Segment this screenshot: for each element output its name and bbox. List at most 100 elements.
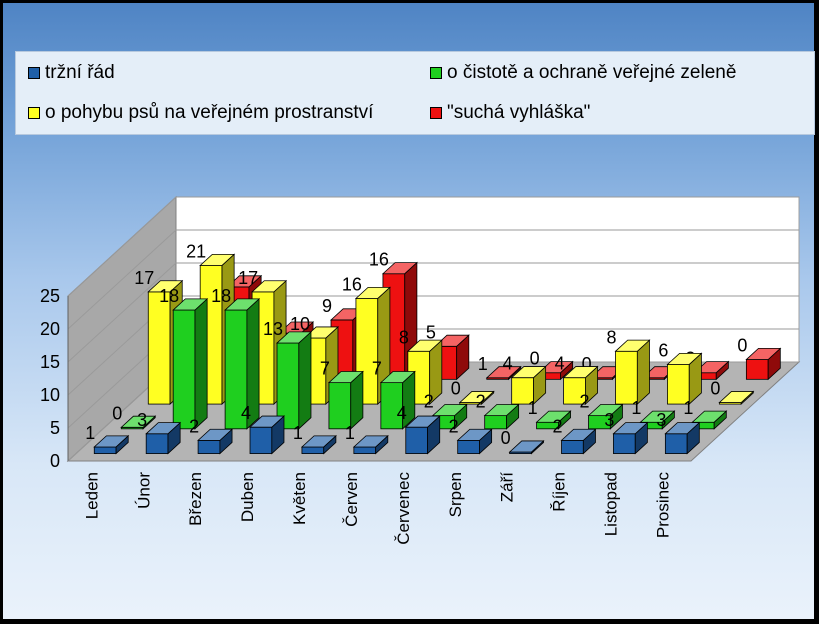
data-label: 2 [424, 392, 434, 412]
y-tick-label: 15 [40, 352, 60, 372]
data-label: 4 [503, 354, 513, 374]
data-label: 9 [322, 296, 332, 316]
bar [613, 433, 636, 454]
data-label: 16 [342, 274, 362, 294]
data-label: 3 [656, 410, 666, 430]
x-category-label: Únor [134, 472, 153, 509]
bar-top [145, 422, 182, 435]
data-label: 7 [372, 359, 382, 379]
bar [328, 382, 352, 430]
bar-top [379, 371, 416, 384]
bar-top [666, 352, 703, 365]
bar-side [298, 330, 312, 430]
bar-top [406, 339, 443, 352]
data-label: 2 [553, 416, 563, 436]
data-label: 0 [451, 379, 461, 399]
x-category-label: Srpen [446, 472, 465, 517]
data-label: 1 [293, 423, 303, 443]
data-label: 4 [397, 403, 407, 423]
data-label: 1 [85, 423, 95, 443]
y-tick-label: 5 [50, 418, 60, 438]
data-label: 6 [658, 340, 668, 360]
data-label: 5 [426, 322, 436, 342]
bar-top [614, 339, 651, 352]
data-label: 17 [134, 268, 154, 288]
bar-top [535, 410, 572, 423]
data-label: 1 [683, 398, 693, 418]
bar-top [483, 404, 520, 417]
x-category-label: Květen [290, 472, 309, 525]
bar-top [248, 415, 286, 428]
data-label: 8 [399, 327, 409, 347]
bar [745, 359, 769, 380]
data-label: 0 [530, 349, 540, 369]
bar-top [508, 440, 545, 453]
bar [301, 446, 325, 454]
bar-top [172, 298, 209, 311]
bar-top [510, 366, 547, 379]
bar [172, 309, 196, 430]
bar [615, 350, 638, 405]
data-label: 2 [580, 392, 590, 412]
data-label: 1 [478, 354, 488, 374]
bar [664, 433, 688, 454]
x-category-label: Červen [342, 472, 361, 527]
bar-top [404, 415, 441, 428]
bar-top [327, 371, 364, 384]
data-label: 18 [159, 286, 179, 306]
legend-label: tržní řád [45, 62, 115, 83]
gridline [67, 196, 799, 297]
bar-top [147, 280, 184, 293]
y-tick-label: 25 [40, 286, 60, 306]
gridline [67, 262, 799, 363]
x-category-label: Leden [82, 472, 101, 519]
bar [145, 433, 169, 454]
gridline [67, 229, 799, 330]
bar-top [226, 275, 263, 288]
bar [93, 446, 117, 454]
bar-top [302, 326, 340, 339]
legend-entry-psi: o pohybu psů na veřejném prostranství [28, 102, 373, 124]
bar-top [93, 435, 130, 448]
bar-top [639, 410, 676, 423]
data-label: 1 [345, 423, 355, 443]
bar [405, 426, 428, 454]
bar-top [120, 415, 157, 428]
bar [249, 426, 273, 454]
x-category-label: Říjen [550, 472, 569, 512]
x-category-label: Březen [186, 472, 205, 526]
bar-top [224, 298, 261, 311]
bar [561, 439, 584, 454]
data-label: 0 [501, 428, 511, 448]
legend-entry-sucha: "suchá vyhláška" [430, 102, 590, 124]
bar-top [197, 428, 234, 441]
bar-top [199, 253, 236, 266]
bar-top [693, 361, 730, 374]
bar-top [718, 391, 755, 403]
bar-top [537, 361, 574, 374]
data-label: 1 [631, 398, 641, 418]
bar-top [433, 334, 470, 347]
data-label: 0 [710, 379, 720, 399]
bar-top [352, 435, 389, 448]
bar [457, 439, 480, 454]
data-label: 7 [320, 359, 330, 379]
bar [353, 446, 377, 454]
data-label: 1 [528, 398, 538, 418]
bar-top [431, 404, 468, 417]
data-label: 2 [189, 416, 199, 436]
bar-top [560, 428, 597, 441]
y-tick-label: 10 [40, 385, 60, 405]
bar-top [485, 366, 522, 379]
y-tick-label: 0 [50, 451, 60, 471]
bar-top [458, 391, 495, 403]
x-category-label: Duben [238, 472, 257, 522]
data-label: 2 [449, 416, 459, 436]
data-label: 3 [137, 410, 147, 430]
bar [147, 291, 171, 405]
data-label: 18 [211, 286, 231, 306]
data-label: 3 [604, 410, 614, 430]
data-label: 21 [186, 241, 206, 261]
legend-entry-trzni-rad: tržní řád [28, 62, 115, 84]
x-category-label: Září [498, 472, 517, 503]
